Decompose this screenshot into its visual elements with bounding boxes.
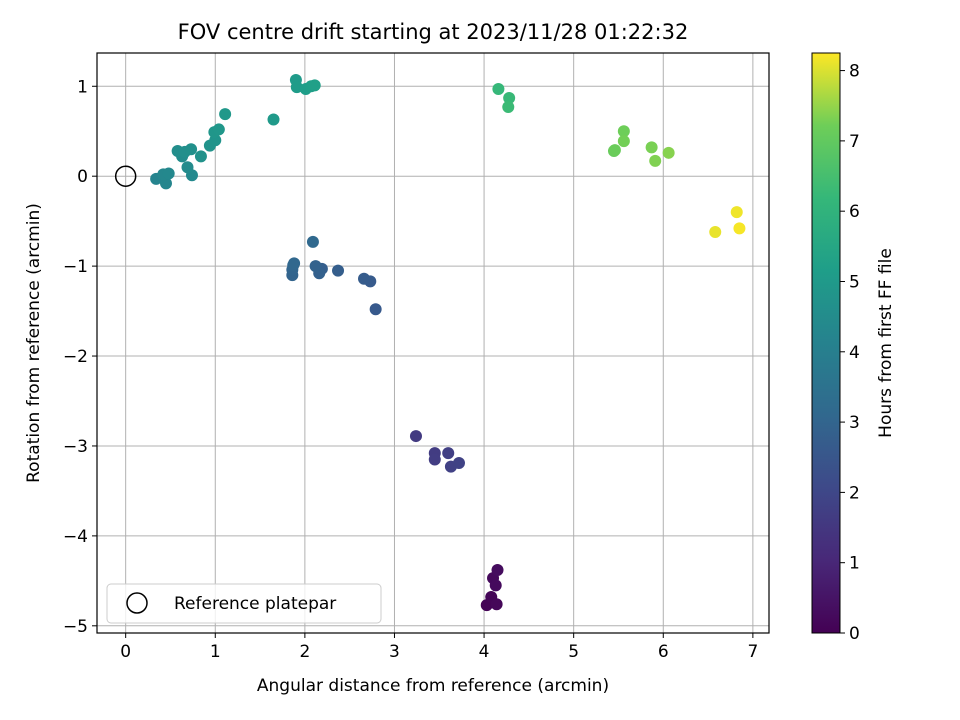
x-tick-label: 4 bbox=[479, 642, 490, 662]
colorbar-tick-label: 7 bbox=[849, 132, 860, 152]
plot-area bbox=[97, 53, 769, 633]
colorbar-tick-label: 2 bbox=[849, 483, 860, 503]
data-point bbox=[181, 161, 194, 174]
data-point bbox=[159, 177, 172, 190]
data-point bbox=[502, 100, 515, 113]
legend-entry: Reference platepar bbox=[174, 594, 336, 614]
data-point bbox=[608, 144, 621, 157]
data-point bbox=[617, 125, 630, 138]
colorbar-tick-label: 6 bbox=[849, 202, 860, 222]
data-point bbox=[709, 225, 722, 238]
data-point bbox=[503, 91, 516, 104]
x-tick-label: 3 bbox=[389, 642, 400, 662]
data-point bbox=[409, 430, 422, 443]
data-point bbox=[489, 579, 502, 592]
colorbar-label: Hours from first FF file bbox=[876, 248, 896, 438]
data-point bbox=[369, 303, 382, 316]
data-point bbox=[490, 598, 503, 611]
data-point bbox=[332, 264, 345, 277]
data-point bbox=[442, 447, 455, 460]
y-tick-label: −5 bbox=[63, 617, 88, 637]
data-point bbox=[649, 154, 662, 167]
data-point bbox=[491, 564, 504, 577]
data-point bbox=[212, 123, 225, 136]
data-point bbox=[194, 150, 207, 163]
colorbar-tick-label: 8 bbox=[849, 62, 860, 82]
colorbar-gradient bbox=[812, 53, 840, 633]
data-point bbox=[185, 143, 198, 156]
x-tick-label: 0 bbox=[120, 642, 131, 662]
legend: Reference platepar bbox=[106, 583, 382, 624]
legend-marker-icon bbox=[126, 592, 148, 614]
x-tick-label: 6 bbox=[658, 642, 669, 662]
x-tick-label: 2 bbox=[299, 642, 310, 662]
y-tick-label: 1 bbox=[77, 77, 88, 97]
y-tick-label: −2 bbox=[63, 347, 88, 367]
colorbar-tick-label: 3 bbox=[849, 413, 860, 433]
data-point bbox=[617, 135, 630, 148]
data-point bbox=[308, 79, 321, 92]
x-axis-ticks: 0 1 2 3 4 5 6 7 bbox=[120, 633, 758, 662]
x-tick-label: 7 bbox=[747, 642, 758, 662]
data-point bbox=[428, 453, 441, 466]
x-tick-label: 1 bbox=[210, 642, 221, 662]
data-point bbox=[219, 108, 232, 121]
data-point bbox=[288, 257, 301, 270]
colorbar-frame bbox=[811, 52, 841, 634]
data-point bbox=[267, 113, 280, 126]
x-axis-label: Angular distance from reference (arcmin) bbox=[257, 676, 609, 696]
reference-marker bbox=[114, 165, 137, 187]
data-point bbox=[452, 457, 465, 470]
grid bbox=[97, 53, 769, 633]
data-point bbox=[358, 272, 371, 285]
data-point bbox=[730, 206, 743, 219]
data-point bbox=[492, 82, 505, 95]
data-point bbox=[306, 235, 319, 248]
data-point bbox=[733, 222, 746, 235]
colorbar-tick-label: 1 bbox=[849, 554, 860, 574]
y-tick-label: −3 bbox=[63, 437, 88, 457]
x-tick-label: 5 bbox=[568, 642, 579, 662]
data-points bbox=[150, 73, 746, 612]
data-point bbox=[662, 146, 675, 159]
colorbar-tick-label: 0 bbox=[849, 624, 860, 644]
legend-box bbox=[106, 583, 382, 624]
y-tick-label: −4 bbox=[63, 527, 88, 547]
data-point bbox=[290, 81, 303, 94]
y-tick-label: −1 bbox=[63, 257, 88, 277]
y-tick-label: 0 bbox=[77, 167, 88, 187]
y-axis-ticks: 1 0 −1 −2 −3 −4 −5 bbox=[63, 77, 97, 637]
y-axis-label: Rotation from reference (arcmin) bbox=[24, 203, 44, 483]
colorbar-tick-label: 4 bbox=[849, 343, 860, 363]
reference-point bbox=[114, 165, 137, 187]
data-point bbox=[162, 167, 175, 180]
colorbar-ticks: 0 1 2 3 4 5 6 7 8 bbox=[840, 62, 860, 644]
colorbar-tick-label: 5 bbox=[849, 272, 860, 292]
data-point bbox=[645, 141, 658, 154]
data-point bbox=[309, 260, 322, 273]
plot-frame bbox=[96, 52, 770, 634]
colorbar: 0 1 2 3 4 5 6 7 8 Hours from first FF file bbox=[811, 52, 896, 644]
chart-title: FOV centre drift starting at 2023/11/28 … bbox=[178, 20, 689, 44]
